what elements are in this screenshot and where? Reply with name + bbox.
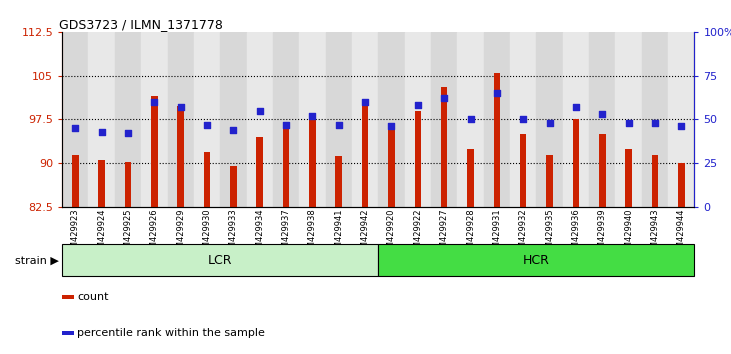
Point (359, 99, 371, 105)
Bar (99, 160, 105, 207)
Point (69, 125, 81, 131)
Point (412, 103, 424, 108)
Bar (257, 137, 263, 207)
Bar (379, 32, 405, 207)
Bar (299, 32, 325, 207)
Bar (62, 295, 75, 299)
Bar (510, 32, 537, 207)
Bar (625, 149, 632, 207)
Bar (336, 156, 342, 207)
Point (544, 120, 556, 126)
Bar (62, 32, 88, 207)
Bar (141, 32, 167, 207)
Point (333, 122, 344, 127)
Bar (546, 155, 553, 207)
Bar (283, 127, 289, 207)
Bar (458, 32, 484, 207)
Bar (62, 331, 75, 335)
Point (306, 113, 318, 119)
Point (254, 108, 265, 114)
Bar (325, 32, 352, 207)
Bar (115, 32, 141, 207)
Bar (651, 155, 658, 207)
Bar (220, 32, 246, 207)
Bar (537, 32, 563, 207)
Bar (642, 32, 668, 207)
Bar (484, 32, 510, 207)
Bar (572, 120, 579, 207)
Bar (431, 32, 458, 207)
Bar (151, 96, 158, 207)
Text: HCR: HCR (523, 254, 550, 267)
Point (148, 99, 160, 105)
Point (201, 122, 213, 127)
Bar (467, 149, 474, 207)
Point (570, 104, 582, 110)
Point (96, 129, 107, 135)
Bar (230, 166, 237, 207)
Bar (441, 87, 447, 207)
Point (280, 122, 292, 127)
Bar (125, 161, 132, 207)
Bar (589, 32, 616, 207)
Point (122, 131, 134, 136)
Point (175, 104, 186, 110)
Text: count: count (77, 292, 109, 302)
Bar (414, 111, 421, 207)
Bar (194, 32, 220, 207)
Point (596, 112, 608, 117)
Bar (362, 99, 368, 207)
Point (491, 90, 503, 96)
Bar (405, 32, 431, 207)
Bar (178, 106, 184, 207)
Bar (167, 32, 194, 207)
Bar (388, 125, 395, 207)
Text: GDS3723 / ILMN_1371778: GDS3723 / ILMN_1371778 (59, 18, 223, 31)
Point (623, 120, 635, 126)
Bar (246, 32, 273, 207)
Point (465, 117, 477, 122)
Bar (273, 32, 299, 207)
Point (439, 96, 450, 101)
Text: percentile rank within the sample: percentile rank within the sample (77, 328, 265, 338)
Bar (668, 32, 694, 207)
Bar (379, 244, 694, 276)
Point (386, 124, 398, 129)
Point (649, 120, 661, 126)
Bar (678, 163, 684, 207)
Point (675, 124, 687, 129)
Text: strain ▶: strain ▶ (15, 255, 58, 265)
Bar (520, 134, 526, 207)
Bar (352, 32, 379, 207)
Point (227, 127, 239, 133)
Bar (616, 32, 642, 207)
Bar (204, 152, 211, 207)
Bar (599, 134, 605, 207)
Bar (62, 244, 379, 276)
Bar (563, 32, 589, 207)
Bar (493, 73, 500, 207)
Bar (309, 120, 316, 207)
Bar (88, 32, 115, 207)
Point (518, 117, 529, 122)
Bar (72, 155, 79, 207)
Text: LCR: LCR (208, 254, 232, 267)
